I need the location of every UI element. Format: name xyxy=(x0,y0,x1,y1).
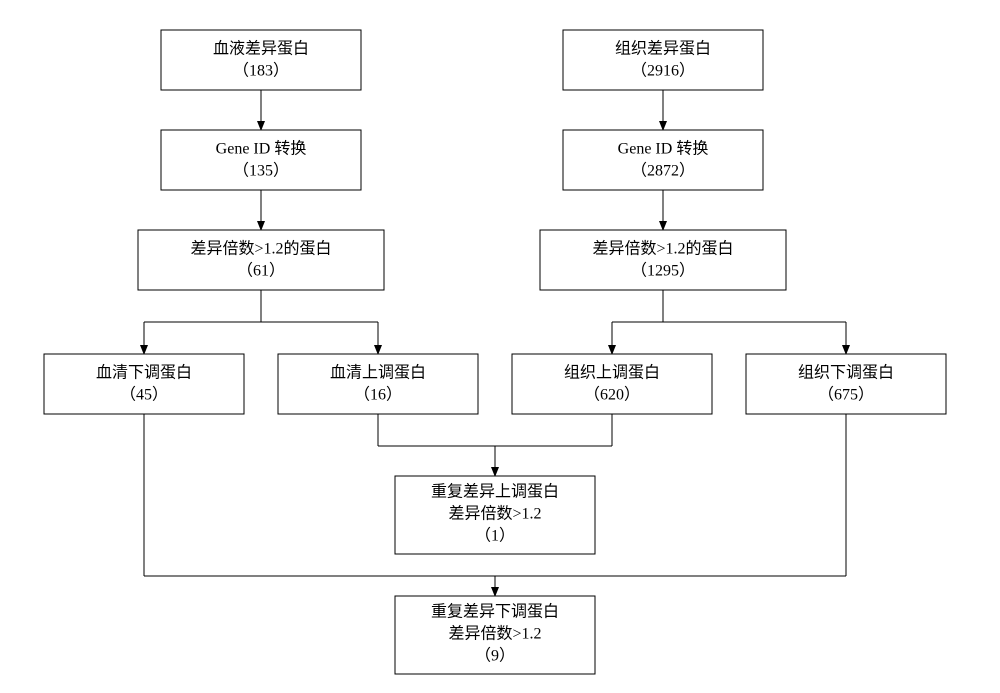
node-count: （9） xyxy=(475,647,515,665)
node-label1: 重复差异上调蛋白 xyxy=(431,483,559,501)
node-count: （2916） xyxy=(631,62,695,80)
flow-node-B4: 组织下调蛋白 （675） xyxy=(746,354,946,414)
node-count: （620） xyxy=(584,386,640,404)
node-count: （135） xyxy=(233,162,289,180)
node-count: （16） xyxy=(354,386,402,404)
node-label1: 重复差异下调蛋白 xyxy=(431,603,559,621)
node-count: （2872） xyxy=(631,162,695,180)
node-label2: 差异倍数>1.2 xyxy=(448,625,541,643)
node-label2: 差异倍数>1.2 xyxy=(448,505,541,523)
node-label: 差异倍数>1.2的蛋白 xyxy=(592,240,733,258)
node-box xyxy=(138,230,384,290)
node-count: （1） xyxy=(475,527,515,545)
node-count: （45） xyxy=(120,386,168,404)
flow-node-L3: 差异倍数>1.2的蛋白 （61） xyxy=(138,230,384,290)
node-box xyxy=(512,354,712,414)
node-count: （183） xyxy=(233,62,289,80)
flow-node-L2: Gene ID 转换 （135） xyxy=(161,130,361,190)
node-count: （61） xyxy=(237,262,285,280)
node-label: 组织差异蛋白 xyxy=(615,40,711,58)
node-box xyxy=(44,354,244,414)
node-count: （675） xyxy=(818,386,874,404)
node-label: 血液差异蛋白 xyxy=(213,40,309,58)
flow-node-R1: 组织差异蛋白 （2916） xyxy=(563,30,763,90)
node-label: Gene ID 转换 xyxy=(618,140,709,158)
node-label: 血清上调蛋白 xyxy=(330,364,426,382)
node-box xyxy=(563,30,763,90)
node-label: 组织下调蛋白 xyxy=(798,364,894,382)
flow-node-L1: 血液差异蛋白 （183） xyxy=(161,30,361,90)
flow-node-B3: 组织上调蛋白 （620） xyxy=(512,354,712,414)
node-count: （1295） xyxy=(631,262,695,280)
flow-node-M2: 重复差异下调蛋白差异倍数>1.2 （9） xyxy=(395,596,595,674)
flow-node-B1: 血清下调蛋白 （45） xyxy=(44,354,244,414)
node-box xyxy=(161,30,361,90)
node-label: Gene ID 转换 xyxy=(216,140,307,158)
node-box xyxy=(746,354,946,414)
flow-node-B2: 血清上调蛋白 （16） xyxy=(278,354,478,414)
node-box xyxy=(278,354,478,414)
flow-node-R2: Gene ID 转换 （2872） xyxy=(563,130,763,190)
flow-node-M1: 重复差异上调蛋白差异倍数>1.2 （1） xyxy=(395,476,595,554)
node-box xyxy=(563,130,763,190)
node-label: 组织上调蛋白 xyxy=(564,364,660,382)
flow-node-R3: 差异倍数>1.2的蛋白 （1295） xyxy=(540,230,786,290)
node-label: 差异倍数>1.2的蛋白 xyxy=(190,240,331,258)
node-label: 血清下调蛋白 xyxy=(96,364,192,382)
node-box xyxy=(540,230,786,290)
node-box xyxy=(161,130,361,190)
